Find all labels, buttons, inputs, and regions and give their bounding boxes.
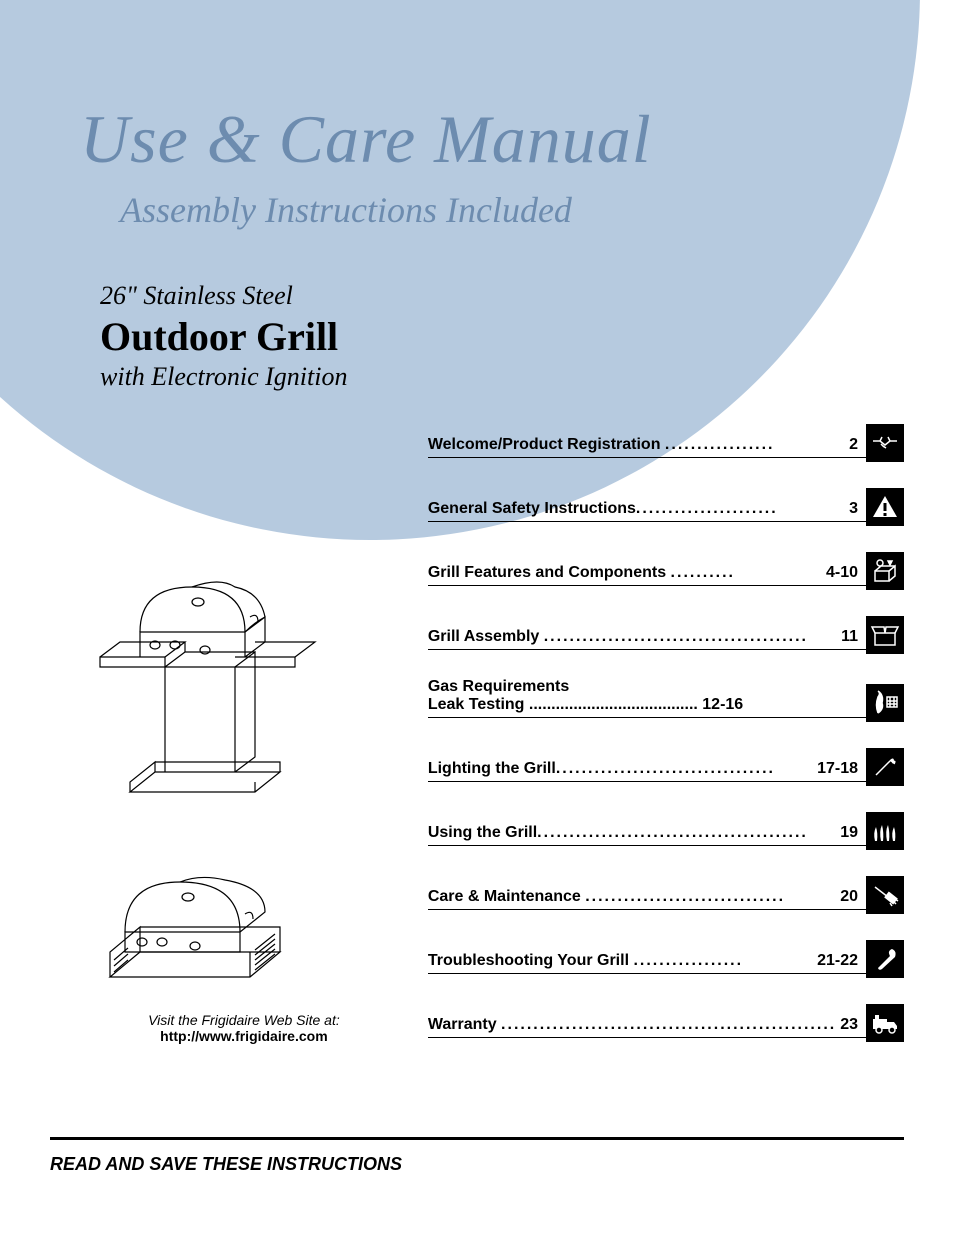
- toc-row-lighting: Lighting the Grill......................…: [428, 746, 904, 782]
- toc-label: Troubleshooting Your Grill .............…: [428, 952, 813, 970]
- website-label: Visit the Frigidaire Web Site at:: [80, 1012, 408, 1028]
- toc-label-2: Leak Testing ...........................…: [428, 696, 866, 714]
- toc-label: Lighting the Grill......................…: [428, 760, 813, 778]
- toc-row-assembly: Grill Assembly .........................…: [428, 614, 904, 650]
- toc-label: Warranty ...............................…: [428, 1016, 836, 1034]
- toc-row-care: Care & Maintenance .....................…: [428, 874, 904, 910]
- brush-icon: [866, 876, 904, 914]
- subtitle: Assembly Instructions Included: [120, 189, 904, 231]
- grill-cart-illustration: [80, 522, 408, 812]
- toc-page: 20: [836, 888, 866, 906]
- footer-rule: [50, 1137, 904, 1140]
- website-url: http://www.frigidaire.com: [80, 1028, 408, 1044]
- product-feature: with Electronic Ignition: [100, 362, 904, 392]
- toc-page: 11: [837, 628, 866, 646]
- main-title: Use & Care Manual: [80, 100, 904, 179]
- toc-label: Using the Grill.........................…: [428, 824, 836, 842]
- toc-row-warranty: Warranty ...............................…: [428, 1002, 904, 1038]
- handshake-icon: [866, 424, 904, 462]
- truck-icon: [866, 1004, 904, 1042]
- toc-page: 3: [845, 500, 866, 518]
- toc-page: 23: [836, 1016, 866, 1034]
- lower-section: Visit the Frigidaire Web Site at: http:/…: [80, 422, 904, 1066]
- toc-row-safety: General Safety Instructions.............…: [428, 486, 904, 522]
- illustration-column: Visit the Frigidaire Web Site at: http:/…: [80, 422, 408, 1066]
- table-of-contents: Welcome/Product Registration ...........…: [408, 422, 904, 1066]
- toc-row-using: Using the Grill.........................…: [428, 810, 904, 846]
- toc-page: 2: [845, 436, 866, 454]
- toc-row-welcome: Welcome/Product Registration ...........…: [428, 422, 904, 458]
- product-name: Outdoor Grill: [100, 313, 904, 360]
- toc-page: 19: [836, 824, 866, 842]
- toc-label: Welcome/Product Registration ...........…: [428, 436, 845, 454]
- toc-label: General Safety Instructions.............…: [428, 500, 845, 518]
- toc-page: 21-22: [813, 952, 866, 970]
- toc-label: Grill Features and Components ..........: [428, 564, 822, 582]
- flames-icon: [866, 812, 904, 850]
- gas-icon: [866, 684, 904, 722]
- toc-label: Grill Assembly .........................…: [428, 628, 837, 646]
- toc-page: 17-18: [813, 760, 866, 778]
- parts-icon: [866, 552, 904, 590]
- product-size-material: 26" Stainless Steel: [100, 281, 904, 311]
- match-icon: [866, 748, 904, 786]
- toc-label: Gas Requirements: [428, 678, 866, 696]
- toc-row-troubleshooting: Troubleshooting Your Grill .............…: [428, 938, 904, 974]
- wrench-icon: [866, 940, 904, 978]
- page-content: Use & Care Manual Assembly Instructions …: [0, 0, 954, 1066]
- toc-row-features: Grill Features and Components ..........…: [428, 550, 904, 586]
- box-icon: [866, 616, 904, 654]
- toc-label: Care & Maintenance .....................…: [428, 888, 836, 906]
- product-description: 26" Stainless Steel Outdoor Grill with E…: [100, 281, 904, 392]
- footer-instruction: READ AND SAVE THESE INSTRUCTIONS: [50, 1154, 402, 1175]
- warning-icon: [866, 488, 904, 526]
- toc-row-gas: Gas Requirements Leak Testing ..........…: [428, 678, 904, 718]
- grill-builtin-illustration: [80, 832, 408, 992]
- toc-page: 4-10: [822, 564, 866, 582]
